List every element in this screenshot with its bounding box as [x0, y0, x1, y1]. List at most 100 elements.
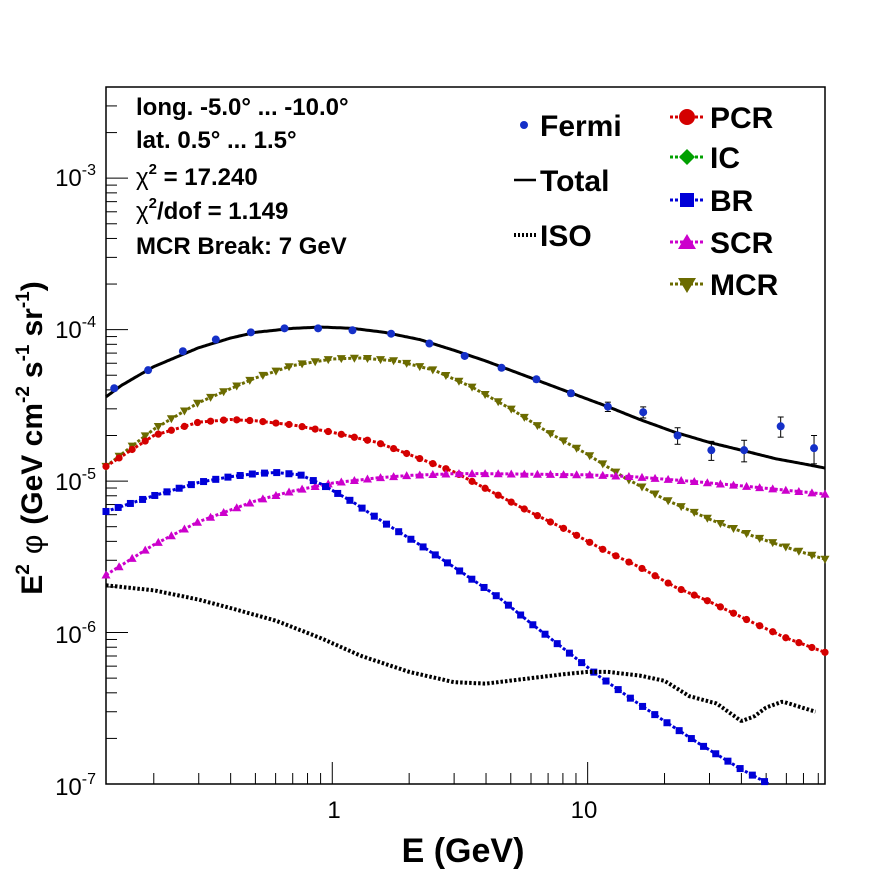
fermi-point: [673, 431, 682, 440]
marker-scr: [166, 531, 176, 540]
marker-scr: [232, 503, 242, 512]
marker-scr: [454, 469, 464, 478]
marker-mcr: [650, 490, 660, 499]
marker-pcr: [324, 427, 332, 436]
fermi-point: [280, 324, 289, 333]
marker-mcr: [807, 551, 817, 560]
marker-scr: [637, 472, 647, 481]
fermi-point: [497, 363, 506, 372]
marker-pcr: [468, 477, 476, 485]
marker-mcr: [376, 356, 386, 365]
fermi-point: [460, 351, 469, 360]
marker-pcr: [180, 422, 189, 430]
marker-br: [285, 470, 293, 478]
marker-br: [151, 491, 159, 499]
marker-pcr: [350, 433, 358, 441]
marker-br: [663, 719, 671, 727]
marker-pcr: [285, 420, 293, 429]
marker-pcr: [298, 423, 306, 431]
legend-marker-pcr: [679, 109, 695, 125]
marker-mcr: [310, 358, 320, 367]
legend-entry-iso: ISO: [514, 220, 592, 253]
marker-br: [602, 677, 610, 685]
marker-scr: [206, 512, 216, 521]
marker-pcr: [586, 538, 594, 546]
fit-annotations: long. -5.0° ... -10.0° lat. 0.5° ... 1.5…: [136, 94, 349, 260]
marker-br: [334, 489, 342, 497]
marker-scr: [611, 471, 621, 480]
marker-pcr: [246, 416, 254, 425]
annotation-longitude: long. -5.0° ... -10.0°: [136, 94, 349, 121]
marker-br: [626, 694, 634, 702]
y-tick-label-1e-7: 10-7: [55, 771, 96, 801]
marker-pcr: [337, 430, 345, 438]
legend-label-scr: SCR: [710, 227, 774, 260]
marker-br: [346, 496, 354, 504]
series-line-iso: [105, 583, 817, 723]
marker-pcr: [141, 437, 149, 445]
marker-pcr: [729, 609, 738, 617]
marker-scr: [428, 469, 438, 478]
marker-scr: [193, 517, 203, 526]
marker-scr: [728, 480, 738, 489]
marker-pcr: [520, 505, 528, 513]
marker-scr: [480, 469, 490, 478]
marker-br: [456, 567, 464, 575]
legend-label-total: Total: [540, 165, 609, 198]
marker-br: [590, 668, 598, 676]
marker-mcr: [480, 390, 490, 399]
marker-pcr: [311, 425, 319, 433]
marker-mcr: [362, 354, 372, 363]
marker-scr: [467, 469, 477, 478]
marker-br: [614, 686, 622, 694]
marker-scr: [219, 508, 229, 517]
marker-pcr: [390, 444, 398, 453]
fermi-data-points: [110, 324, 819, 465]
marker-scr: [101, 570, 111, 579]
marker-pcr: [167, 426, 175, 434]
marker-mcr: [559, 437, 569, 446]
marker-br: [212, 475, 220, 483]
marker-br: [126, 499, 134, 507]
marker-pcr: [128, 445, 136, 454]
marker-pcr: [416, 454, 424, 463]
marker-mcr: [219, 388, 229, 397]
marker-scr: [441, 469, 451, 478]
marker-mcr: [415, 363, 425, 372]
marker-mcr: [441, 371, 451, 380]
marker-mcr: [545, 430, 555, 439]
marker-mcr: [297, 360, 307, 369]
y-axis-label: E2φ(GeV cm-2s-1sr-1): [13, 281, 49, 595]
marker-mcr: [245, 376, 255, 385]
marker-pcr: [403, 449, 411, 458]
marker-pcr: [612, 552, 620, 560]
marker-pcr: [233, 416, 241, 424]
marker-mcr: [349, 354, 359, 363]
marker-pcr: [429, 460, 437, 468]
marker-scr: [349, 476, 359, 485]
marker-pcr: [664, 579, 672, 587]
marker-scr: [310, 482, 320, 491]
marker-scr: [663, 474, 673, 483]
marker-br: [529, 621, 537, 629]
marker-mcr: [781, 543, 791, 552]
marker-mcr: [519, 413, 529, 422]
marker-pcr: [742, 615, 751, 624]
marker-scr: [415, 470, 425, 479]
marker-mcr: [676, 503, 686, 512]
marker-br: [541, 630, 549, 638]
marker-mcr: [742, 530, 752, 539]
fermi-point: [178, 347, 187, 356]
marker-mcr: [232, 382, 242, 391]
legend-entry-pcr: PCR: [670, 102, 774, 135]
marker-br: [187, 481, 195, 489]
marker-mcr: [336, 355, 346, 364]
marker-mcr: [193, 399, 203, 408]
legend-label-fermi: Fermi: [540, 110, 622, 143]
fermi-point: [810, 444, 819, 453]
marker-scr: [689, 477, 699, 486]
marker-br: [309, 477, 317, 485]
marker-pcr: [573, 531, 581, 539]
marker-mcr: [689, 508, 699, 517]
